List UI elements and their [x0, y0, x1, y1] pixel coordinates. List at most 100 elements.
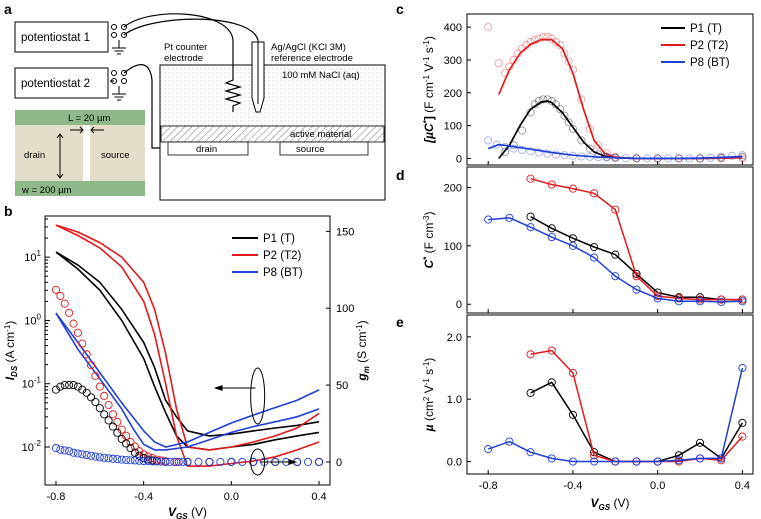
series-line [55, 224, 320, 451]
legend-label: P2 (T2) [690, 40, 729, 52]
y-axis-label-part: * [422, 256, 431, 260]
gm-point [91, 452, 100, 461]
gm-point [104, 416, 113, 425]
y-tick-label-right: 100 [336, 303, 354, 315]
data-point [484, 23, 493, 32]
data-point [547, 180, 556, 189]
photo-L-label: L = 20 µm [68, 113, 110, 124]
x-tick-label: 0.0 [224, 491, 239, 503]
potentiostat-2-label: potentiostat 2 [21, 78, 90, 90]
gm-point [69, 448, 78, 457]
electrolyte-region [161, 66, 384, 126]
data-point [556, 41, 565, 50]
y-tick-label-right: 50 [336, 380, 348, 392]
gm-point [194, 457, 203, 466]
gm-point [148, 457, 157, 466]
gm-point [139, 454, 148, 463]
gm-point [238, 457, 247, 466]
photo-drain-label: drain [24, 150, 45, 161]
yr-g: g [355, 373, 369, 382]
y-axis-label: [µC*] (F cm-1 V-1 s-1) [422, 36, 436, 144]
annotation-ellipse [250, 367, 266, 425]
data-point [585, 144, 594, 153]
x-tick-label: 0.4 [311, 491, 326, 503]
gm-point [135, 447, 144, 456]
active-material-label: active material [290, 129, 351, 140]
y-axis-label-part: -1 [422, 378, 431, 386]
y-axis-label-part: ) [422, 36, 436, 40]
series-line [55, 312, 320, 448]
gm-point [130, 448, 139, 457]
panel-label-b: b [4, 203, 13, 219]
drain-label: drain [196, 144, 217, 155]
legend-label: P2 (T2) [263, 250, 302, 262]
data-point [501, 147, 510, 156]
gm-point [73, 382, 82, 391]
gm-point [174, 457, 183, 466]
data-point [585, 124, 594, 133]
data-point [727, 151, 736, 160]
source-label: source [296, 144, 325, 155]
data-point [568, 457, 577, 466]
data-point [560, 49, 569, 58]
gm-point [122, 439, 131, 448]
arrow-right-head [288, 458, 298, 465]
yr-close: ) [355, 320, 369, 324]
data-point [526, 350, 535, 359]
gm-point [78, 339, 87, 348]
data-point [653, 292, 662, 301]
data-point [543, 32, 552, 41]
gm-point [135, 456, 144, 465]
gm-point [113, 417, 122, 427]
panel-label-d: d [396, 167, 405, 183]
yl-I: I [3, 376, 17, 380]
gm-point [117, 434, 126, 443]
electrolyte-label: 100 mM NaCl (aq) [282, 70, 360, 81]
data-point [551, 150, 560, 159]
data-point [632, 457, 641, 466]
panel-label-c: c [396, 1, 404, 17]
gm-point [157, 457, 166, 466]
gm-point [126, 456, 135, 465]
x-label-sub: GS [176, 512, 188, 519]
y-tick-label: 0 [456, 153, 462, 165]
gm-point [314, 457, 324, 466]
data-point [505, 437, 514, 446]
data-point [484, 215, 493, 224]
y-tick-exponent: -2 [34, 439, 42, 448]
data-point [738, 297, 747, 306]
x-tick-label: -0.8 [479, 480, 498, 492]
plot-frame [466, 13, 754, 166]
gm-point [100, 453, 109, 462]
data-point [590, 451, 599, 460]
gm-point [152, 457, 161, 466]
y-tick-label: 200 [444, 182, 462, 194]
data-point [543, 95, 552, 104]
gm-point [216, 457, 225, 466]
photo-w-label: w = 200 µm [21, 185, 72, 196]
potentiostat-1-label: potentiostat 1 [21, 32, 90, 44]
data-point [494, 59, 503, 68]
data-point [738, 151, 747, 160]
y-axis-label-part: -1 [422, 40, 431, 48]
data-point [551, 37, 560, 46]
y-tick-label: 0.0 [447, 457, 462, 469]
gm-point [82, 350, 91, 359]
data-point [526, 388, 535, 397]
potentiostat-1-box [14, 21, 109, 53]
gm-point [135, 451, 144, 460]
data-point [590, 253, 599, 262]
data-point [594, 141, 603, 150]
legend-label: P8 (BT) [263, 267, 303, 279]
gm-point [65, 381, 74, 390]
series-line [530, 177, 743, 301]
gm-point [56, 291, 65, 300]
data-point [509, 144, 518, 153]
gm-point [117, 425, 126, 434]
data-point [568, 124, 577, 133]
data-point [518, 126, 527, 135]
gm-point [139, 456, 148, 466]
chart-b-transfer: -0.8 -0.4 0.0 0.410-210-1100101050100150VGS… [3, 215, 371, 519]
gm-point [73, 449, 82, 458]
source-electrode [279, 141, 369, 156]
